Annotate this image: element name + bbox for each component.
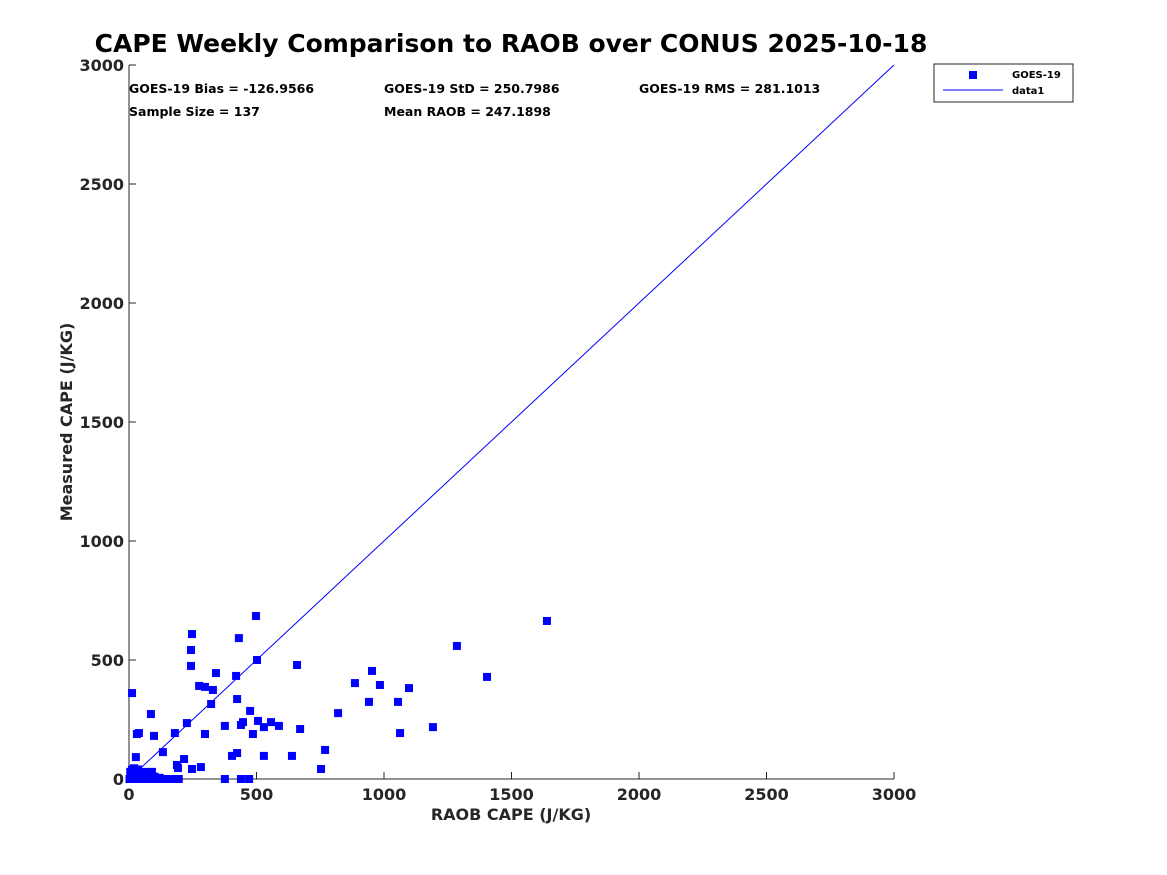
data-point-goes19	[187, 630, 196, 639]
series-line-data1	[128, 64, 895, 780]
data-point-goes19	[141, 772, 150, 781]
data-point-goes19	[228, 751, 237, 760]
data-point-goes19	[146, 710, 155, 719]
data-point-goes19	[174, 775, 183, 783]
data-point-goes19	[248, 730, 257, 739]
x-tick-label: 3000	[872, 785, 917, 804]
data-point-goes19	[207, 700, 216, 709]
x-tick-label: 500	[240, 785, 273, 804]
data-point-goes19	[245, 775, 254, 783]
data-point-goes19	[128, 765, 137, 774]
x-axis-label: RAOB CAPE (J/KG)	[431, 805, 591, 824]
data-point-goes19	[232, 671, 241, 680]
data-point-goes19	[220, 721, 229, 730]
data-point-goes19	[173, 764, 182, 773]
data-point-goes19	[259, 723, 268, 732]
y-tick-label: 0	[113, 770, 124, 789]
data-point-goes19	[334, 709, 343, 718]
data-point-goes19	[220, 775, 229, 783]
data-point-goes19	[187, 765, 196, 774]
data-point-goes19	[396, 729, 405, 738]
data-point-goes19	[136, 769, 145, 778]
data-point-goes19	[196, 763, 205, 772]
data-point-goes19	[195, 681, 204, 690]
y-tick-label: 2500	[79, 175, 124, 194]
data-point-goes19	[128, 689, 137, 698]
data-point-goes19	[404, 684, 413, 693]
data-point-goes19	[125, 775, 134, 783]
legend-label-data1: data1	[1012, 86, 1044, 97]
data-point-goes19	[186, 646, 195, 655]
x-tick-label: 2500	[744, 785, 789, 804]
data-point-goes19	[186, 661, 195, 670]
data-point-goes19	[182, 719, 191, 728]
data-point-goes19	[364, 697, 373, 706]
data-point-goes19	[234, 634, 243, 643]
data-point-goes19	[254, 716, 263, 725]
data-point-goes19	[134, 729, 143, 738]
y-tick-label: 2000	[79, 294, 124, 313]
annotation-sample-size: Sample Size = 137	[129, 104, 260, 119]
annotation-bias: GOES-19 Bias = -126.9566	[129, 81, 314, 96]
data-point-goes19	[394, 697, 403, 706]
data-point-goes19	[259, 751, 268, 760]
data-point-goes19	[368, 666, 377, 675]
data-point-goes19	[158, 748, 167, 757]
data-point-goes19	[428, 723, 437, 732]
y-axis-label: Measured CAPE (J/KG)	[57, 323, 76, 522]
data-marks	[125, 64, 895, 783]
x-tick-label: 1500	[489, 785, 534, 804]
annotation-std: GOES-19 StD = 250.7986	[384, 81, 560, 96]
data-point-goes19	[375, 680, 384, 689]
data-point-goes19	[321, 745, 330, 754]
data-point-goes19	[452, 641, 461, 650]
data-point-goes19	[200, 682, 209, 691]
data-point-goes19	[146, 775, 155, 783]
data-point-goes19	[317, 765, 326, 774]
axes: 0 500 1000 1500 2000 2500 3000 0 500 1000 1500 2000…	[79, 56, 916, 804]
data-point-goes19	[238, 718, 247, 727]
data-point-goes19	[131, 753, 140, 762]
data-point-goes19	[208, 685, 217, 694]
legend-marker-goes19	[969, 71, 977, 79]
data-point-goes19	[267, 718, 276, 727]
legend: GOES-19 data1	[933, 63, 1074, 103]
data-point-goes19	[236, 775, 245, 783]
chart-title: CAPE Weekly Comparison to RAOB over CONU…	[95, 29, 928, 58]
data-point-goes19	[246, 706, 255, 715]
data-point-goes19	[296, 725, 305, 734]
data-point-goes19	[170, 729, 179, 738]
data-point-goes19	[293, 660, 302, 669]
data-point-goes19	[253, 656, 262, 664]
annotation-rms: GOES-19 RMS = 281.1013	[639, 81, 820, 96]
y-tick-label: 3000	[79, 56, 124, 75]
legend-box	[933, 63, 1074, 103]
y-tick-label: 1500	[79, 413, 124, 432]
x-tick-label: 0	[123, 785, 134, 804]
data-point-goes19	[274, 721, 283, 730]
data-point-goes19	[542, 616, 551, 625]
data-point-goes19	[233, 749, 242, 758]
y-tick-label: 1000	[79, 532, 124, 551]
data-point-goes19	[251, 611, 260, 620]
y-tick-label: 500	[91, 651, 124, 670]
data-point-goes19	[350, 679, 359, 688]
data-point-goes19	[211, 669, 220, 678]
data-point-goes19	[147, 767, 156, 776]
x-tick-label: 1000	[362, 785, 407, 804]
data-point-goes19	[149, 731, 158, 740]
data-point-goes19	[287, 751, 296, 760]
data-point-goes19	[233, 695, 242, 704]
annotation-mean-raob: Mean RAOB = 247.1898	[384, 104, 551, 119]
data-point-goes19	[180, 755, 189, 764]
data-point-goes19	[483, 672, 492, 681]
x-tick-label: 2000	[617, 785, 662, 804]
data-point-goes19	[200, 730, 209, 739]
legend-label-goes19: GOES-19	[1012, 70, 1061, 81]
